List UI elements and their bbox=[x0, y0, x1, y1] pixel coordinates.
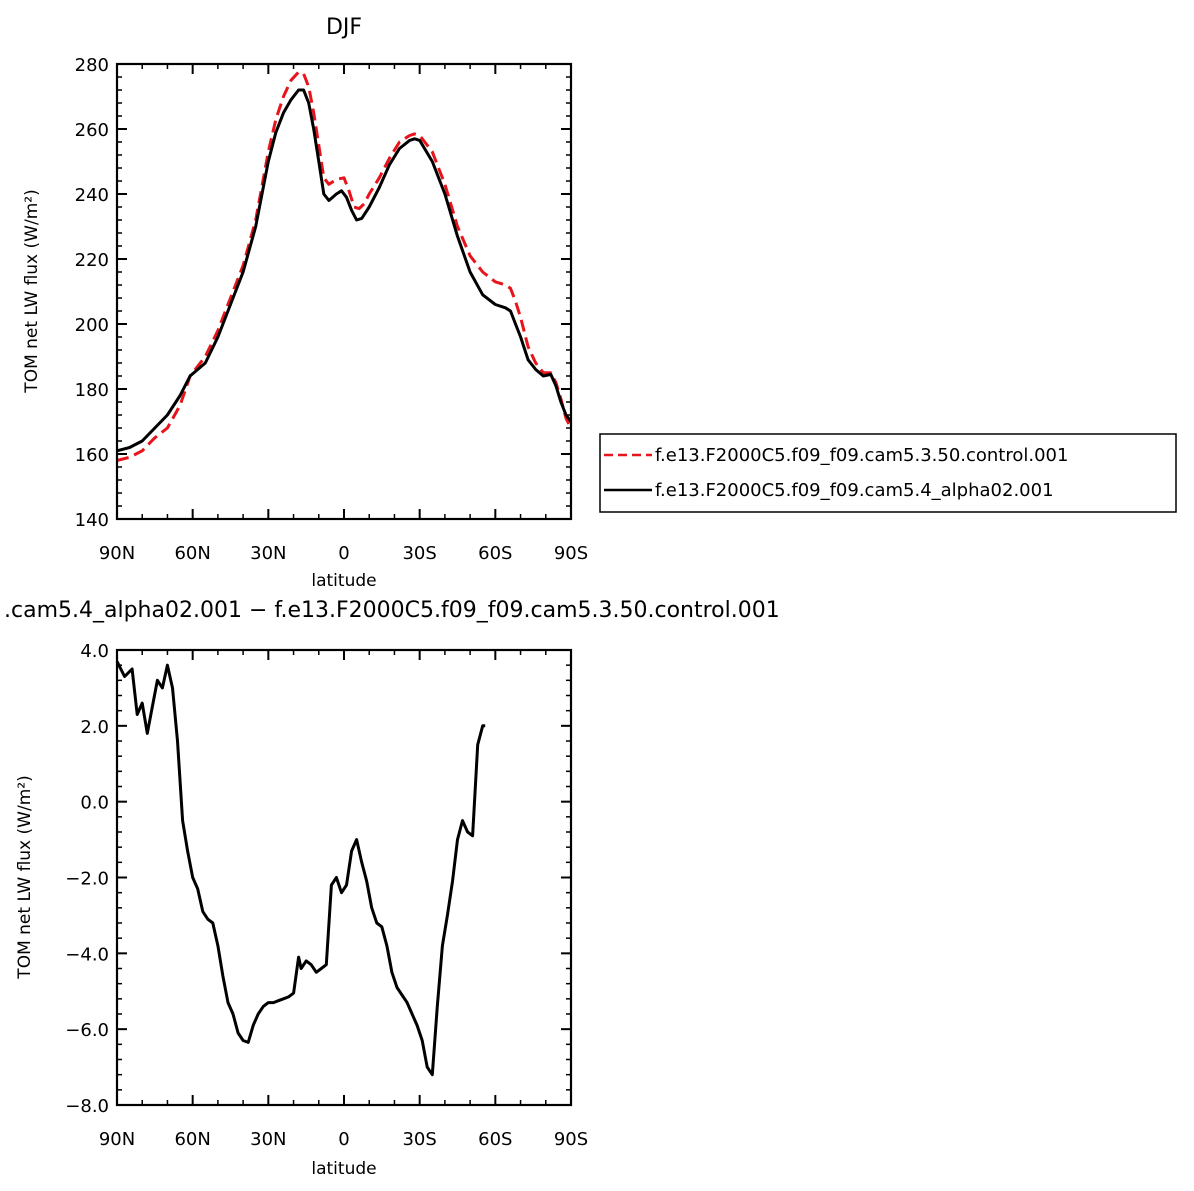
legend-entry-control: f.e13.F2000C5.f09_f09.cam5.3.50.control.… bbox=[655, 445, 1068, 466]
bottom-chart-ytick-label: −4.0 bbox=[65, 944, 109, 965]
top-chart: DJF 90N 60N 30N 0 30S 60S 90S 140 160 180 200 220 24… bbox=[22, 15, 588, 591]
bottom-chart-xtick-label: 60S bbox=[478, 1129, 512, 1150]
legend-box bbox=[599, 433, 1177, 513]
top-chart-series-1 bbox=[116, 88, 573, 453]
top-chart-ylabel: TOM net LW flux (W/m²) bbox=[22, 189, 42, 393]
bottom-chart-xtick-label: 30S bbox=[402, 1129, 436, 1150]
top-chart-ytick-label: 200 bbox=[75, 315, 109, 336]
top-chart-ytick-label: 280 bbox=[75, 55, 109, 76]
bottom-chart-series-0 bbox=[115, 660, 486, 1077]
top-chart-ytick-label: 240 bbox=[75, 185, 109, 206]
bottom-chart-ytick-label: −2.0 bbox=[65, 869, 109, 890]
bottom-chart-ticks: 90N 60N 30N 0 30S 60S 90S −8.0 −6.0 −4.0 −2.0 0.0 2.… bbox=[65, 641, 588, 1150]
top-chart-ytick-label: 140 bbox=[75, 510, 109, 531]
top-chart-xtick-label: 30S bbox=[402, 543, 436, 564]
bottom-chart-ytick-label: 2.0 bbox=[80, 717, 109, 738]
bottom-chart-xlabel: latitude bbox=[311, 1159, 376, 1179]
top-chart-xlabel: latitude bbox=[311, 571, 376, 591]
top-chart-plot-frame bbox=[115, 62, 573, 521]
top-chart-ticks: 90N 60N 30N 0 30S 60S 90S 140 160 180 200 220 240 260… bbox=[75, 55, 589, 564]
bottom-chart-ylabel: TOM net LW flux (W/m²) bbox=[15, 775, 35, 979]
bottom-chart-series-lines bbox=[115, 660, 486, 1077]
top-chart-ytick-label: 180 bbox=[75, 380, 109, 401]
bottom-chart-title: .cam5.4_alpha02.001 − f.e13.F2000C5.f09_… bbox=[4, 598, 780, 623]
top-chart-title: DJF bbox=[326, 15, 362, 40]
top-chart-xtick-label: 90S bbox=[554, 543, 588, 564]
bottom-chart-xtick-label: 30N bbox=[250, 1129, 286, 1150]
top-chart-xtick-label: 60S bbox=[478, 543, 512, 564]
bottom-chart-plot-frame bbox=[115, 648, 573, 1107]
top-chart-ytick-label: 160 bbox=[75, 445, 109, 466]
bottom-chart-xtick-label: 60N bbox=[174, 1129, 210, 1150]
top-chart-ytick-label: 220 bbox=[75, 250, 109, 271]
bottom-chart-ytick-label: −6.0 bbox=[65, 1020, 109, 1041]
top-chart-xtick-label: 0 bbox=[338, 543, 349, 564]
top-chart-series-lines bbox=[116, 70, 573, 462]
bottom-chart-xtick-label: 0 bbox=[338, 1129, 349, 1150]
bottom-chart-ytick-label: −8.0 bbox=[65, 1096, 109, 1117]
top-chart-xtick-label: 90N bbox=[99, 543, 135, 564]
top-chart-xtick-label: 60N bbox=[174, 543, 210, 564]
legend-entry-alpha02: f.e13.F2000C5.f09_f09.cam5.4_alpha02.001 bbox=[655, 480, 1054, 501]
legend: f.e13.F2000C5.f09_f09.cam5.3.50.control.… bbox=[599, 433, 1177, 513]
top-chart-xtick-label: 30N bbox=[250, 543, 286, 564]
top-chart-ytick-label: 260 bbox=[75, 120, 109, 141]
top-chart-series-0 bbox=[116, 70, 573, 462]
bottom-chart-ytick-label: 4.0 bbox=[80, 641, 109, 662]
bottom-chart: .cam5.4_alpha02.001 − f.e13.F2000C5.f09_… bbox=[4, 598, 780, 1179]
bottom-chart-xtick-label: 90N bbox=[99, 1129, 135, 1150]
bottom-chart-xtick-label: 90S bbox=[554, 1129, 588, 1150]
bottom-chart-ytick-label: 0.0 bbox=[80, 793, 109, 814]
